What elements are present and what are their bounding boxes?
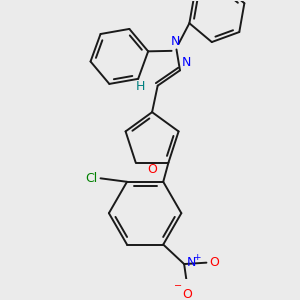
- Text: N: N: [182, 56, 191, 69]
- Text: −: −: [174, 281, 182, 291]
- Text: O: O: [209, 256, 219, 269]
- Text: O: O: [182, 288, 192, 300]
- Text: H: H: [136, 80, 145, 93]
- Text: N: N: [187, 256, 196, 269]
- Text: O: O: [147, 163, 157, 176]
- Text: N: N: [170, 35, 180, 48]
- Text: Cl: Cl: [85, 172, 98, 185]
- Text: +: +: [193, 253, 200, 262]
